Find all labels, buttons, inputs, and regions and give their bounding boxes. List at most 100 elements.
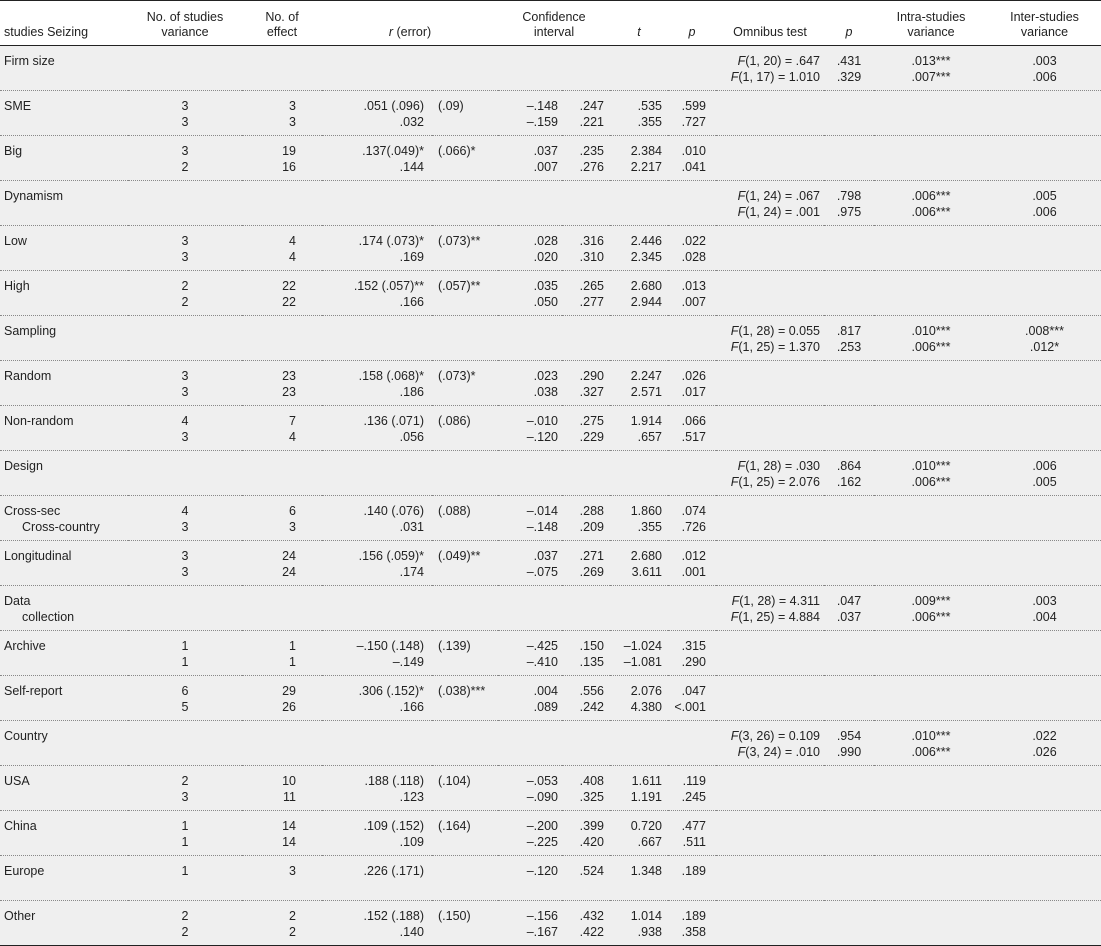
- cell-p-line: .074: [681, 504, 706, 518]
- cell-t-line: 2.345: [630, 250, 662, 264]
- cell-omnibus-p: [824, 900, 874, 946]
- cell-intra-variance: [874, 135, 988, 181]
- cell-p-line: .010: [681, 144, 706, 158]
- cell-error-adjusted: (.049)**: [432, 540, 498, 586]
- cell-ci-lower-line: –.090: [526, 790, 558, 804]
- cell-error-adjusted-line: (.139): [438, 639, 471, 653]
- cell-error-adjusted: (.086): [432, 405, 498, 451]
- table-row: Archive 1 1 1 1 –.150 (.148) –.149 (.139) –.425–…: [0, 630, 1101, 676]
- table-row: Dynamism F(1, 24) = .067 F(1, 24) = .001.7…: [0, 180, 1101, 226]
- cell-error-adjusted: [432, 315, 498, 361]
- cell-no-of-studies: [128, 180, 242, 226]
- omnibus-rest: (1, 28) = .030: [745, 459, 820, 473]
- row-label-line: Design: [4, 459, 43, 473]
- cell-ci-lower: [498, 450, 562, 496]
- cell-inter-variance-line: .026: [1032, 745, 1057, 759]
- cell-ci-upper-line: .275: [579, 414, 604, 428]
- cell-no-of-studies-line: 5: [181, 700, 189, 714]
- cell-omnibus-test: [716, 855, 824, 901]
- cell-error-adjusted: [432, 450, 498, 496]
- cell-ci-lower-line: .037: [533, 144, 558, 158]
- cell-ci-lower-line: –.425: [526, 639, 558, 653]
- cell-p: [668, 315, 716, 361]
- cell-intra-variance: .010*** .006***: [874, 450, 988, 496]
- table-row: Country F(3, 26) = 0.109 F(3, 24) = .010.9…: [0, 720, 1101, 766]
- omnibus-value: F(1, 25) = 1.370: [720, 339, 820, 355]
- cell-inter-variance: [988, 495, 1101, 541]
- cell-p: .477 .511: [668, 810, 716, 856]
- omnibus-rest: (3, 26) = 0.109: [738, 729, 820, 743]
- cell-no-of-effect-line: 4: [289, 430, 296, 444]
- table-body: Firm size F(1, 20) = .647 F(1, 17) = 1.010…: [0, 45, 1101, 946]
- cell-t-line: 2.384: [630, 144, 662, 158]
- cell-p-line: .358: [681, 925, 706, 939]
- table-row: Non-random 4 3 7 4.136 (.071) .056 (.086) –.010…: [0, 405, 1101, 451]
- cell-p-line: .315: [681, 639, 706, 653]
- cell-omnibus-p-line: .864: [836, 459, 862, 473]
- cell-ci-upper-line: .269: [579, 565, 604, 579]
- cell-p: .189: [668, 855, 716, 901]
- cell-p-line: .066: [681, 414, 706, 428]
- cell-t-line: 1.611: [631, 774, 662, 788]
- cell-inter-variance-line: .005: [1032, 475, 1057, 489]
- row-label-line: Random: [4, 369, 52, 383]
- row-label-line: Dynamism: [4, 189, 64, 203]
- cell-p: .599 .727: [668, 90, 716, 136]
- cell-r-error-line: .140 (.076): [363, 504, 424, 518]
- cell-error-adjusted-line: (.066)*: [438, 144, 476, 158]
- cell-ci-upper: [562, 720, 610, 766]
- cell-ci-upper-line: .265: [579, 279, 604, 293]
- cell-p-line: .022: [681, 234, 706, 248]
- cell-p: .066 .517: [668, 405, 716, 451]
- cell-inter-variance-line: .003: [1032, 594, 1057, 608]
- omnibus-f: F: [737, 745, 746, 759]
- cell-intra-variance: [874, 405, 988, 451]
- cell-no-of-effect-line: 3: [289, 864, 296, 878]
- cell-omnibus-p: [824, 270, 874, 316]
- cell-omnibus-test: [716, 90, 824, 136]
- cell-ci-upper-line: .277: [579, 295, 604, 309]
- cell-intra-variance-line: .006***: [911, 189, 951, 203]
- cell-t-line: –1.024: [623, 639, 662, 653]
- row-label: Big: [0, 135, 128, 181]
- omnibus-f: F: [730, 610, 739, 624]
- cell-no-of-effect: 23 23: [242, 360, 322, 406]
- cell-p-line: .013: [681, 279, 706, 293]
- cell-error-adjusted: [432, 45, 498, 91]
- cell-p-line: .245: [681, 790, 706, 804]
- cell-t: 1.860 .355: [610, 495, 668, 541]
- cell-ci-lower: [498, 585, 562, 631]
- omnibus-f: F: [737, 54, 746, 68]
- cell-t: .535 .355: [610, 90, 668, 136]
- cell-t-line: 1.348: [630, 864, 662, 878]
- cell-omnibus-p: [824, 855, 874, 901]
- cell-r-error: .140 (.076) .031: [322, 495, 432, 541]
- cell-inter-variance-line: .012*: [1029, 340, 1060, 354]
- cell-ci-lower-line: –.148: [526, 99, 558, 113]
- cell-error-adjusted-line: (.049)**: [438, 549, 481, 563]
- row-label: SME: [0, 90, 128, 136]
- cell-ci-lower-line: –.148: [526, 520, 558, 534]
- cell-error-adjusted-line: (.073)*: [438, 369, 476, 383]
- cell-intra-variance-line: .006***: [911, 205, 951, 219]
- cell-error-adjusted: (.139): [432, 630, 498, 676]
- cell-no-of-effect-line: 10: [282, 774, 296, 788]
- cell-omnibus-p-line: .162: [836, 475, 862, 489]
- cell-inter-variance: [988, 765, 1101, 811]
- cell-omnibus-test: [716, 900, 824, 946]
- table-row: Longitudinal 3 3 24 24.156 (.059)* .174 (.049)…: [0, 540, 1101, 586]
- cell-ci-lower-line: –.410: [526, 655, 558, 669]
- cell-t: [610, 585, 668, 631]
- cell-no-of-effect-line: 14: [282, 835, 296, 849]
- cell-intra-variance: .010*** .006***: [874, 315, 988, 361]
- cell-ci-upper-line: .524: [579, 864, 604, 878]
- cell-r-error: [322, 315, 432, 361]
- cell-inter-variance: .008*** .012*: [988, 315, 1101, 361]
- cell-ci-upper-line: .209: [579, 520, 604, 534]
- cell-ci-upper-line: .422: [579, 925, 604, 939]
- cell-t: 2.384 2.217: [610, 135, 668, 181]
